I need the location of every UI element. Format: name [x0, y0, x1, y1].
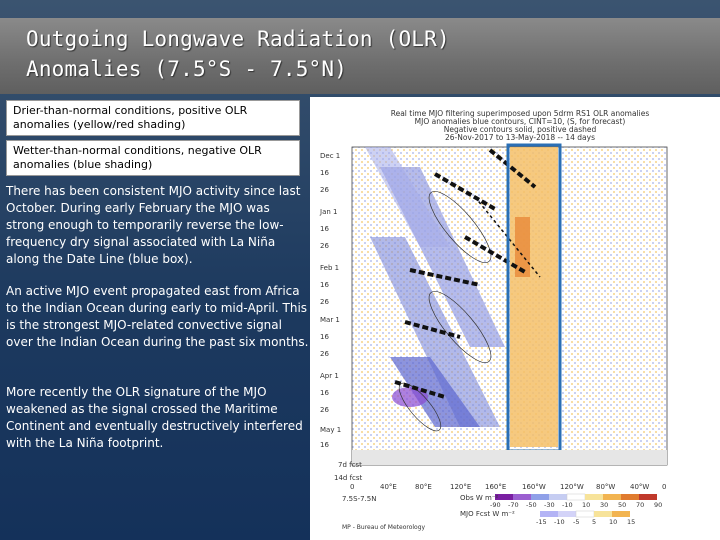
y-label: May 1	[320, 426, 342, 434]
mjo-unit-label: MJO Fcst W m⁻²	[460, 510, 515, 518]
x-label: 80°W	[596, 483, 616, 491]
olr-tick: -50	[526, 501, 537, 509]
y-label: 16	[320, 169, 329, 177]
x-label: 160°W	[522, 483, 546, 491]
olr-tick: 10	[582, 501, 591, 509]
title-line-1: Outgoing Longwave Radiation (OLR)	[26, 27, 450, 51]
legend-wet-box: Wetter-than-normal conditions, negative …	[6, 140, 300, 176]
x-label: 120°W	[560, 483, 584, 491]
y-label: 16	[320, 225, 329, 233]
mjo-tick: -5	[573, 518, 580, 526]
mjo-tick: -15	[536, 518, 547, 526]
x-label: 160°E	[485, 483, 507, 491]
y-label: 16	[320, 441, 329, 449]
title-line-2: Anomalies (7.5°S - 7.5°N)	[26, 57, 348, 81]
x-label: 0	[350, 483, 355, 491]
legend-dry-box: Drier-than-normal conditions, positive O…	[6, 100, 300, 136]
y-label: 26	[320, 298, 329, 306]
y-label: 16	[320, 389, 329, 397]
olr-tick: -30	[544, 501, 555, 509]
mjo-tick: 15	[627, 518, 636, 526]
figure-title-line: Real time MJO filtering superimposed upo…	[390, 109, 650, 118]
olr-tick: 30	[600, 501, 609, 509]
y-label: 26	[320, 350, 329, 358]
y-label: 7d fcst	[338, 461, 362, 469]
paragraph-3: More recently the OLR signature of the M…	[6, 385, 303, 450]
olr-tick: 50	[618, 501, 627, 509]
olr-hovmoller-figure: Real time MJO filtering superimposed upo…	[310, 97, 720, 540]
mjo-line-1	[433, 172, 497, 211]
forecast-band	[352, 450, 667, 465]
mjo-colorbar	[540, 510, 630, 518]
slide-title: Outgoing Longwave Radiation (OLR) Anomal…	[26, 24, 666, 84]
title-band	[0, 18, 720, 94]
x-label: 0	[662, 483, 667, 491]
lat-label: 7.5S-7.5N	[342, 495, 377, 503]
mjo-tick: 5	[592, 518, 597, 526]
figure-footer: MP - Bureau of Meteorology	[342, 524, 426, 531]
y-label: 26	[320, 406, 329, 414]
x-label: 40°E	[380, 483, 397, 491]
y-label: 16	[320, 333, 329, 341]
y-label: Mar 1	[320, 316, 340, 324]
x-label: 80°E	[415, 483, 432, 491]
olr-colorbar	[495, 493, 657, 501]
figure-title-line: 26-Nov-2017 to 13-May-2018 -- 14 days	[444, 133, 595, 142]
mjo-line-6	[488, 148, 537, 189]
figure-title-line: Negative contours solid, positive dashed	[443, 125, 597, 134]
figure-title-line: MJO anomalies blue contours, CINT=10, (S…	[414, 117, 626, 126]
x-label: 120°E	[450, 483, 472, 491]
mjo-tick: -10	[554, 518, 565, 526]
x-label: 40°W	[630, 483, 650, 491]
paragraph-1: There has been consistent MJO activity s…	[6, 184, 301, 266]
y-label: Jan 1	[320, 208, 338, 216]
wet-band-4	[365, 147, 450, 247]
olr-tick: -90	[490, 501, 501, 509]
y-label: 14d fcst	[334, 474, 363, 482]
olr-tick: 70	[636, 501, 645, 509]
olr-unit-label: Obs W m⁻²	[460, 494, 499, 502]
y-label: Dec 1	[320, 152, 341, 160]
mjo-line-7	[474, 196, 541, 278]
olr-tick: 90	[654, 501, 663, 509]
y-label: 26	[320, 186, 329, 194]
mjo-line-2	[463, 235, 527, 274]
figure-title: Real time MJO filtering superimposed upo…	[360, 110, 680, 142]
olr-tick: -10	[562, 501, 573, 509]
y-label: 16	[320, 281, 329, 289]
paragraph-2: An active MJO event propagated east from…	[6, 284, 309, 349]
dry-shading	[510, 147, 558, 447]
y-label: Feb 1	[320, 264, 340, 272]
mjo-tick: 10	[609, 518, 618, 526]
y-label: 26	[320, 242, 329, 250]
mjo-line-4	[404, 320, 461, 339]
hovmoller-plot	[351, 143, 668, 518]
y-label: Apr 1	[320, 372, 339, 380]
mjo-line-3	[409, 268, 481, 287]
dry-core	[515, 217, 530, 277]
olr-tick: -70	[508, 501, 519, 509]
